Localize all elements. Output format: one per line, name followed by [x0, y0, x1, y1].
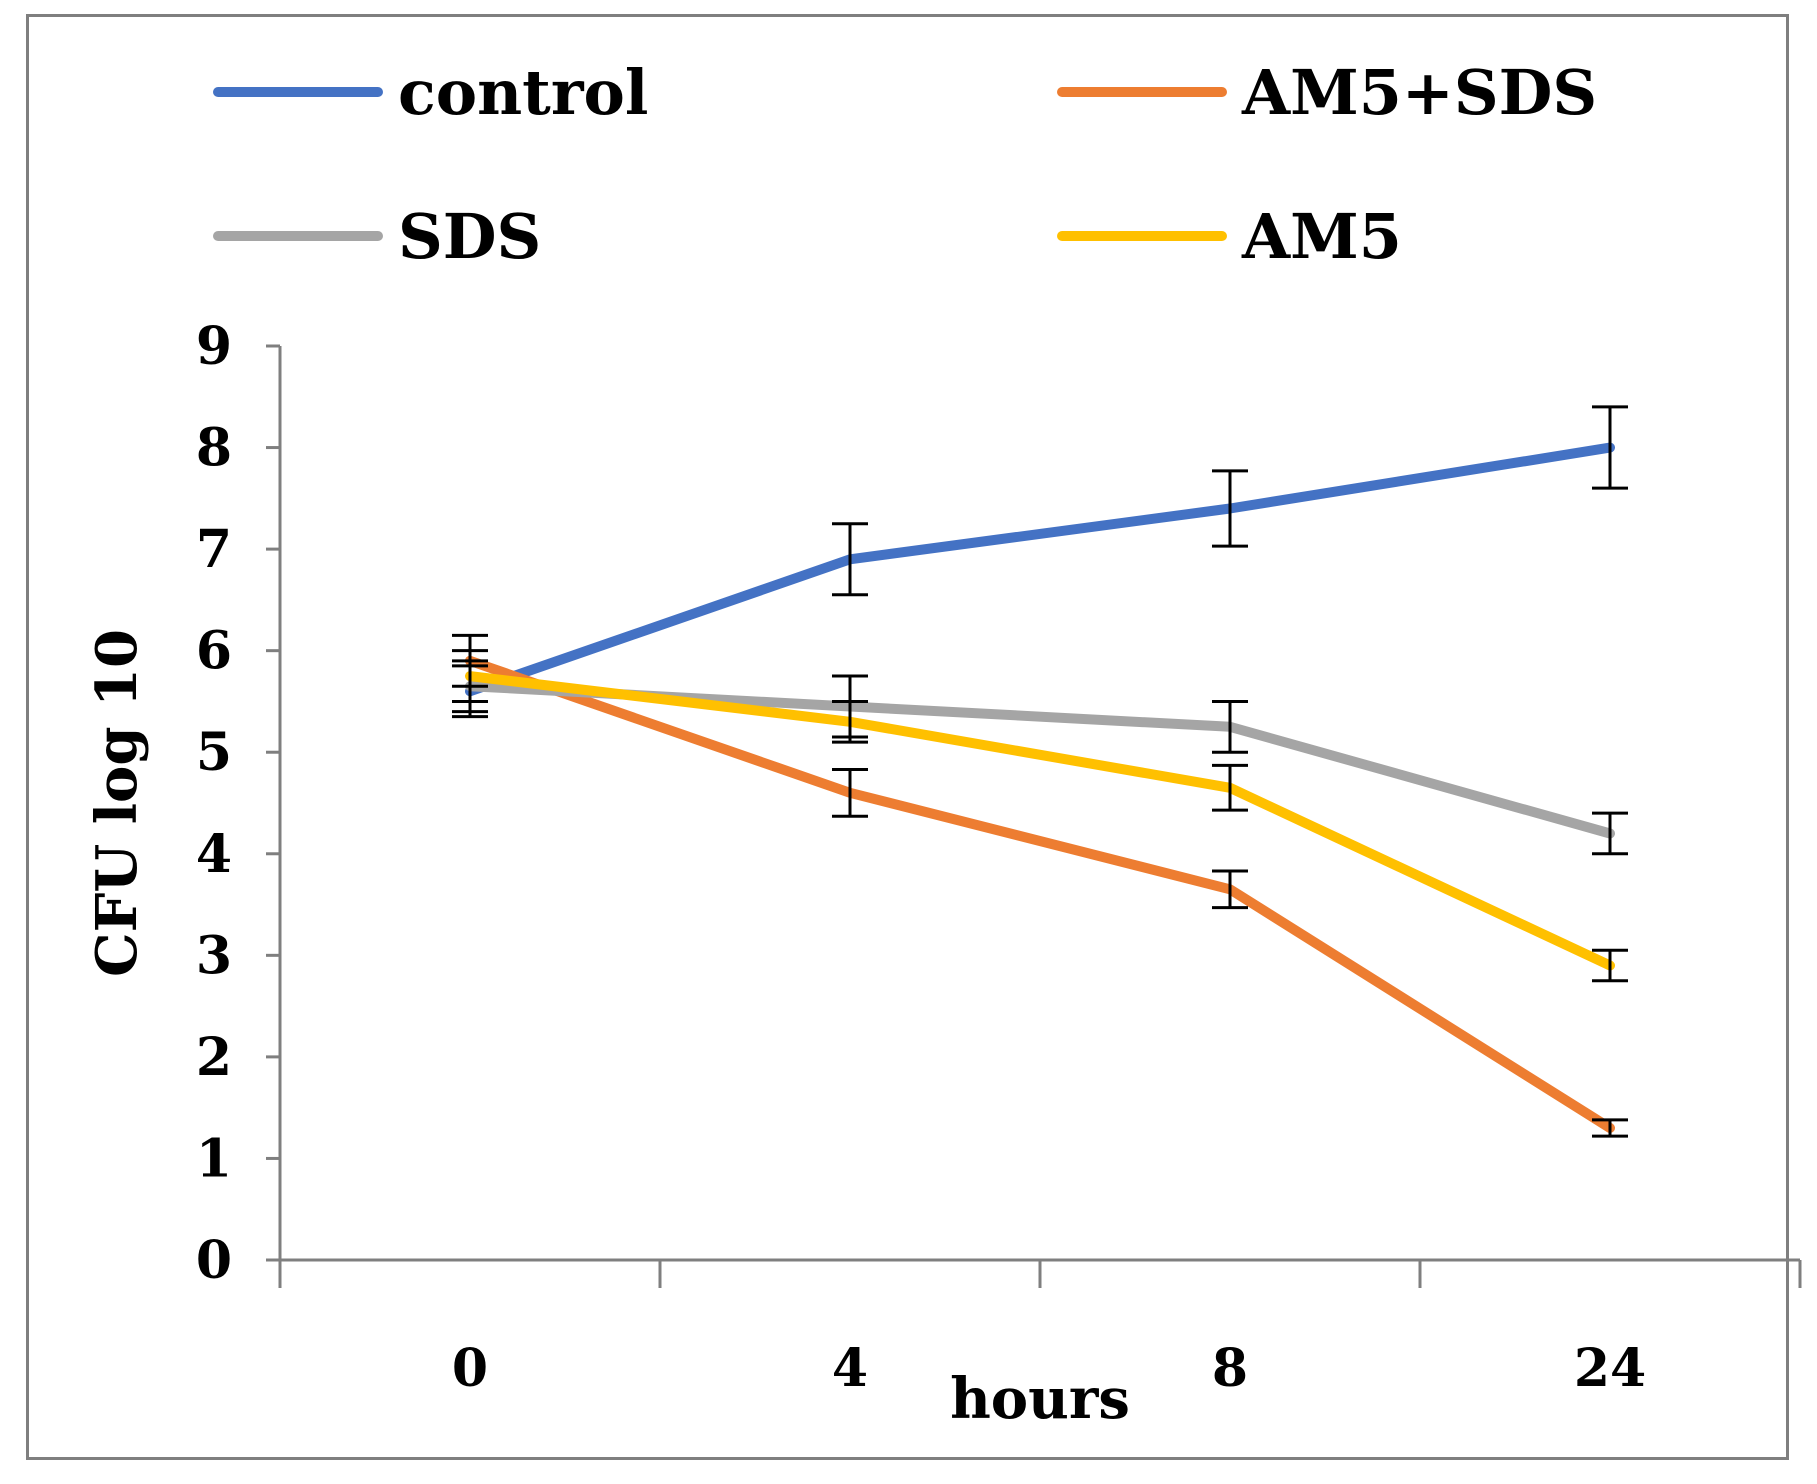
x-tick-label: 24	[1574, 1338, 1646, 1399]
legend-item: control	[213, 56, 648, 129]
legend-item: AM5+SDS	[1057, 56, 1597, 129]
error-bar	[1212, 869, 1248, 910]
series-line-am5	[465, 671, 1615, 971]
legend-item: AM5	[1057, 200, 1402, 273]
legend: control AM5+SDS SDS AM5	[213, 56, 1597, 273]
error-bar	[1592, 948, 1628, 983]
y-tick-label: 5	[196, 722, 232, 783]
series-layer	[465, 442, 1615, 1133]
x-ticks: 0 4 8 24	[278, 1260, 1802, 1399]
chart-frame	[26, 14, 1789, 1460]
legend-label: control	[398, 56, 648, 129]
error-bar	[1212, 699, 1248, 754]
x-tick-label: 0	[452, 1338, 488, 1399]
y-tick-label: 2	[196, 1027, 232, 1088]
y-tick-label: 4	[196, 824, 232, 885]
error-bar	[1592, 405, 1628, 490]
y-tick-label: 3	[196, 925, 232, 986]
legend-label: SDS	[398, 200, 541, 273]
axes: 0 1 2 3 4 5 6 7 8 9 0 4 8 24	[196, 316, 1802, 1399]
legend-item: SDS	[213, 200, 541, 273]
y-tick-label: 7	[196, 519, 232, 580]
error-bar	[1592, 1118, 1628, 1138]
y-tick-label: 6	[196, 621, 232, 682]
error-bar	[832, 522, 868, 597]
series-line-control	[465, 442, 1615, 697]
y-tick-label: 8	[196, 418, 232, 479]
x-tick-label: 8	[1212, 1338, 1248, 1399]
error-bars	[452, 405, 1628, 1138]
x-axis-title: hours	[950, 1366, 1130, 1432]
error-bar	[1592, 811, 1628, 856]
error-bar	[452, 649, 488, 703]
error-bar	[1212, 469, 1248, 548]
legend-label: AM5+SDS	[1241, 56, 1597, 129]
y-tick-label: 1	[196, 1128, 232, 1189]
x-tick-label: 4	[832, 1338, 868, 1399]
series-line-am5-sds	[465, 655, 1615, 1133]
y-ticks: 0 1 2 3 4 5 6 7 8 9	[196, 316, 280, 1291]
error-bar	[1212, 763, 1248, 812]
y-tick-label: 0	[196, 1230, 232, 1291]
error-bar	[832, 699, 868, 744]
error-bar	[832, 767, 868, 818]
y-tick-label: 9	[196, 316, 232, 377]
y-axis-title: CFU log 10	[84, 629, 150, 977]
legend-label: AM5	[1241, 200, 1402, 273]
